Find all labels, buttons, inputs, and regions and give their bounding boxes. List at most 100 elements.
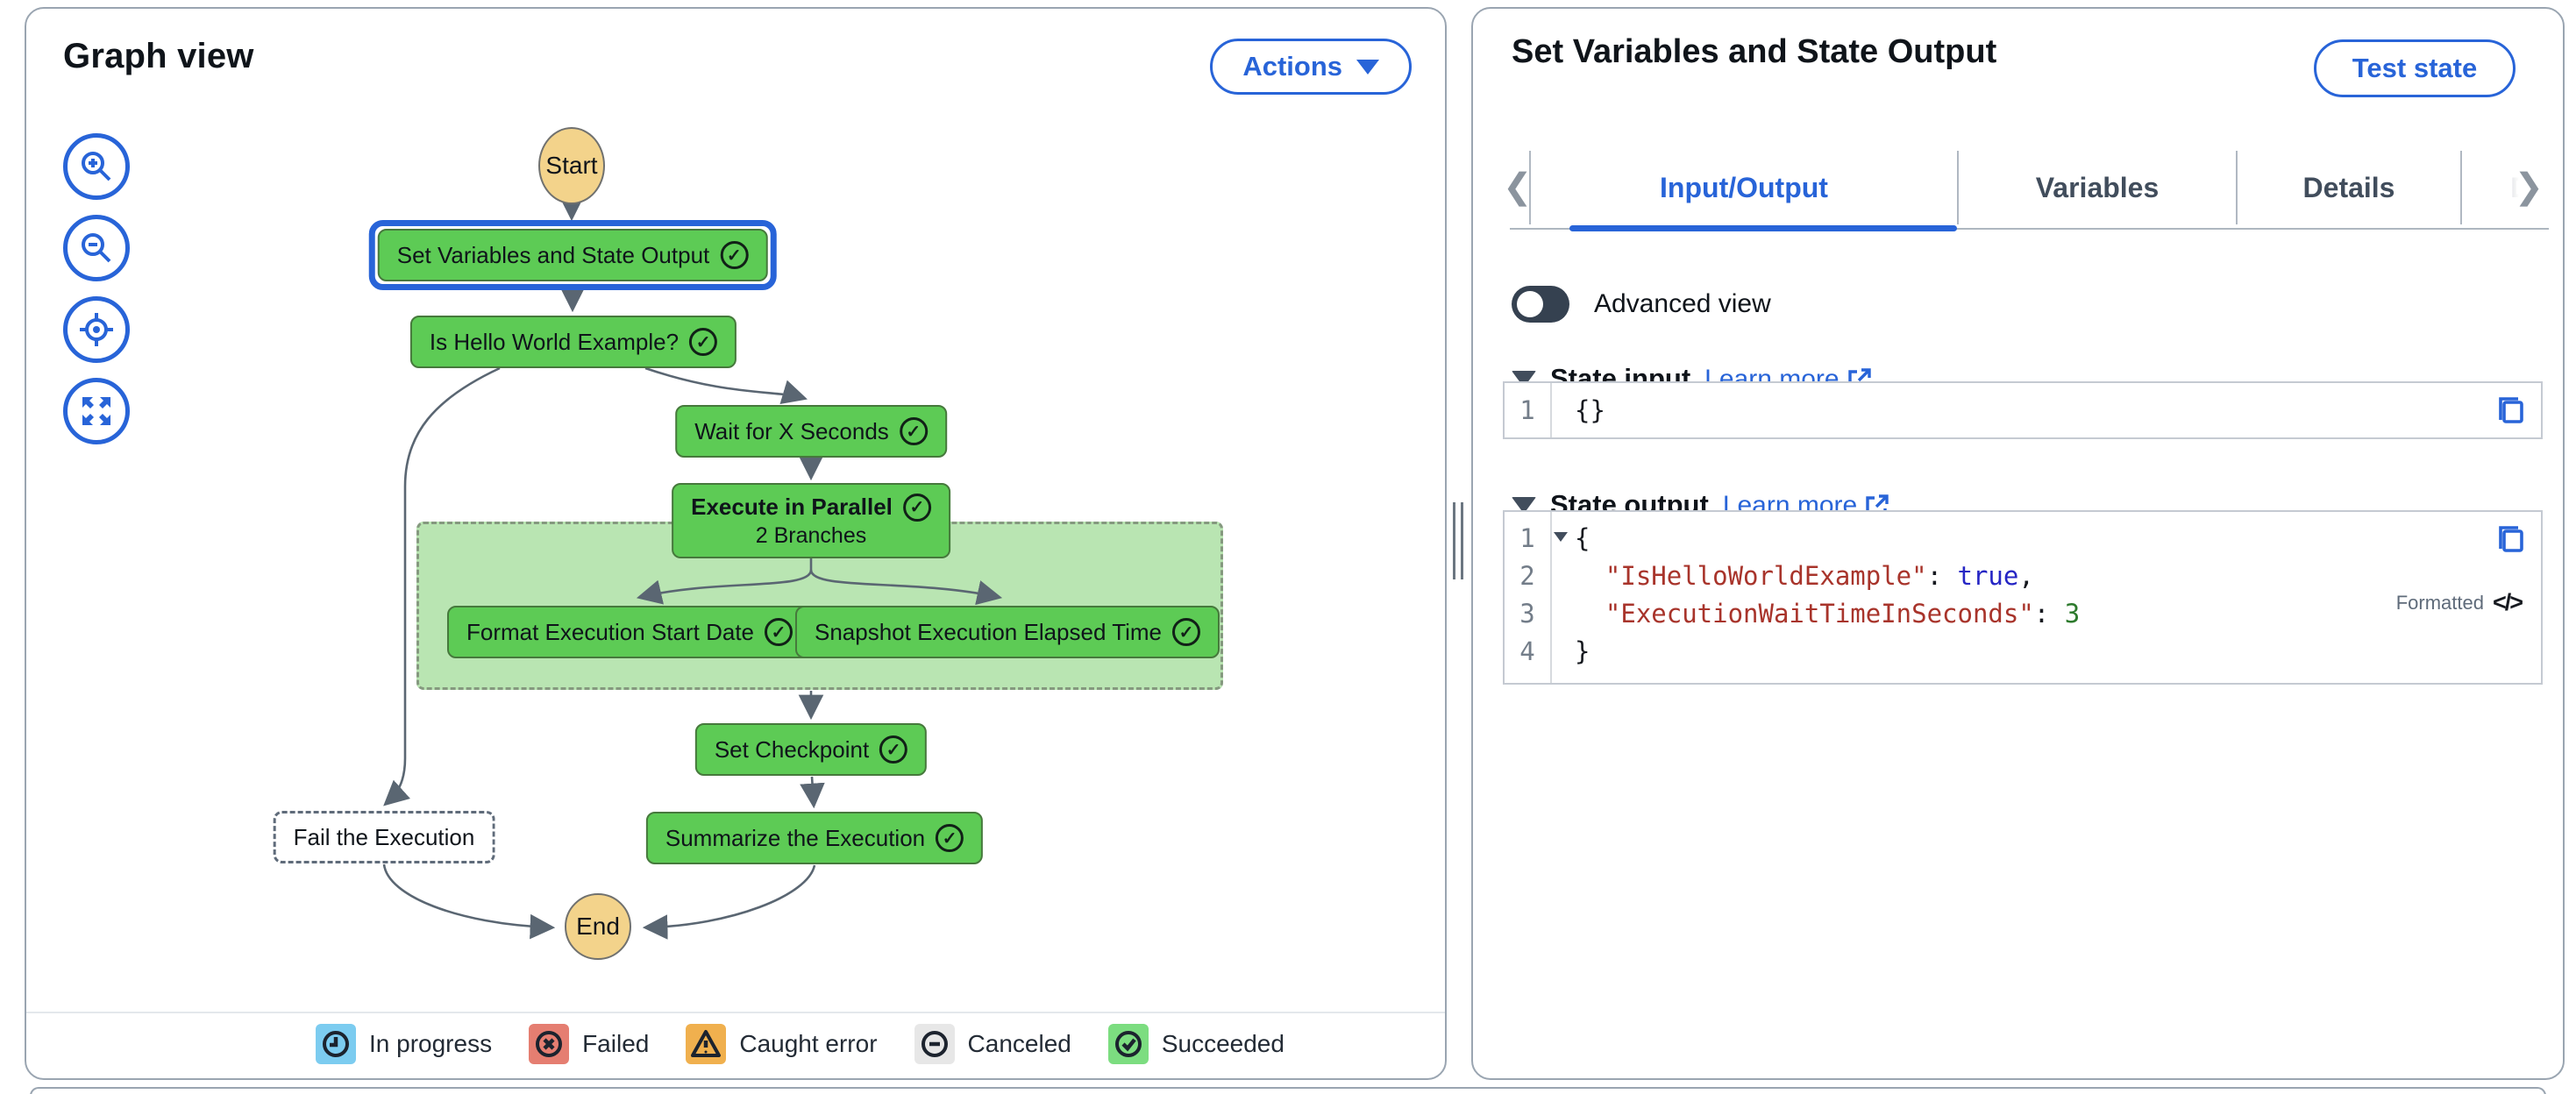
branch-count-label: 2 Branches bbox=[755, 522, 867, 548]
graph-edges bbox=[382, 195, 1003, 940]
node-snapshot-elapsed-time[interactable]: Snapshot Execution Elapsed Time ✓ bbox=[794, 606, 1220, 658]
node-set-checkpoint[interactable]: Set Checkpoint ✓ bbox=[694, 723, 928, 776]
tab-label: Variables bbox=[2035, 171, 2160, 203]
node-is-hello-world[interactable]: Is Hello World Example? ✓ bbox=[409, 316, 737, 368]
legend-failed: Failed bbox=[529, 1024, 649, 1064]
end-node-label: End bbox=[576, 913, 620, 940]
state-input-header: State input Learn more bbox=[1512, 363, 1873, 394]
format-control: Formatted </> bbox=[2395, 589, 2523, 616]
node-label: Set Checkpoint bbox=[714, 735, 870, 763]
legend-caught-error: Caught error bbox=[686, 1024, 878, 1064]
copy-icon[interactable] bbox=[2495, 522, 2527, 560]
fit-view-icon bbox=[82, 397, 110, 425]
node-fail-execution[interactable]: Fail the Execution bbox=[273, 811, 495, 863]
node-summarize-execution[interactable]: Summarize the Execution ✓ bbox=[645, 812, 984, 864]
tabs-overflow-fade bbox=[2461, 151, 2563, 226]
legend-succeeded: Succeeded bbox=[1107, 1024, 1284, 1064]
collapse-triangle-icon[interactable] bbox=[1512, 496, 1536, 514]
advanced-view-toggle[interactable] bbox=[1512, 286, 1569, 323]
line-number: 1 bbox=[1505, 520, 1568, 558]
minus-circle-icon bbox=[914, 1024, 955, 1064]
formatted-label: Formatted bbox=[2395, 591, 2484, 614]
advanced-view-row: Advanced view bbox=[1512, 286, 1771, 323]
actions-button-label: Actions bbox=[1242, 51, 1342, 82]
node-label: Summarize the Execution bbox=[665, 824, 926, 851]
test-state-button[interactable]: Test state bbox=[2314, 39, 2516, 97]
line-number-gutter: 1 2 3 4 bbox=[1505, 512, 1568, 683]
node-format-start-date[interactable]: Format Execution Start Date ✓ bbox=[446, 606, 813, 658]
fit-view-button[interactable] bbox=[63, 378, 130, 444]
end-node[interactable]: End bbox=[565, 893, 631, 960]
check-circle-icon: ✓ bbox=[689, 328, 718, 356]
node-label: Wait for X Seconds bbox=[694, 417, 889, 444]
clock-icon bbox=[316, 1024, 356, 1064]
legend-canceled: Canceled bbox=[914, 1024, 1071, 1064]
crosshair-icon bbox=[80, 313, 113, 346]
graph-view-title: Graph view bbox=[63, 37, 254, 75]
zoom-out-button[interactable] bbox=[63, 215, 130, 281]
node-execute-in-parallel[interactable]: Execute in Parallel ✓ 2 Branches bbox=[672, 483, 950, 558]
test-state-label: Test state bbox=[2352, 53, 2478, 83]
legend-label: In progress bbox=[369, 1030, 493, 1057]
tabs-baseline bbox=[1510, 228, 2549, 230]
tab-label: Input/Output bbox=[1660, 171, 1828, 203]
panel-resize-handle[interactable] bbox=[1461, 502, 1463, 579]
check-circle-icon: ✓ bbox=[879, 735, 908, 764]
tab-details[interactable]: Details bbox=[2236, 151, 2460, 224]
node-label: Format Execution Start Date bbox=[466, 618, 755, 645]
line-number: 3 bbox=[1519, 599, 1535, 629]
status-legend: In progress Failed Caught error bbox=[26, 1012, 1445, 1064]
legend-label: Canceled bbox=[967, 1030, 1071, 1057]
tab-input-output[interactable]: Input/Output bbox=[1529, 151, 1957, 224]
check-circle-icon bbox=[1107, 1024, 1149, 1064]
line-number-gutter: 1 bbox=[1505, 383, 1552, 437]
node-label: Execute in Parallel bbox=[691, 494, 893, 520]
legend-label: Succeeded bbox=[1161, 1030, 1284, 1057]
zoom-out-icon bbox=[82, 233, 111, 263]
node-wait[interactable]: Wait for X Seconds ✓ bbox=[675, 405, 947, 458]
selected-node-set-variables[interactable]: Set Variables and State Output ✓ bbox=[368, 220, 777, 290]
tab-label: Details bbox=[2302, 171, 2395, 203]
chevron-left-icon[interactable]: ❮ bbox=[1503, 167, 1533, 206]
advanced-view-label: Advanced view bbox=[1594, 289, 1771, 318]
line-number: 1 bbox=[1519, 395, 1535, 425]
workflow-graph: Start Set Variables and State Output ✓ I… bbox=[26, 9, 1445, 1078]
node-label: Snapshot Execution Elapsed Time bbox=[814, 618, 1163, 645]
tab-variables[interactable]: Variables bbox=[1957, 151, 2236, 224]
node-set-variables[interactable]: Set Variables and State Output ✓ bbox=[377, 229, 768, 281]
center-graph-button[interactable] bbox=[63, 296, 130, 363]
chevron-right-icon[interactable]: ❯ bbox=[2514, 167, 2544, 206]
active-tab-underline bbox=[1569, 225, 1957, 231]
state-output-code: { "IsHelloWorldExample": true, "Executio… bbox=[1575, 523, 2081, 666]
zoom-in-icon bbox=[82, 152, 111, 181]
x-circle-icon bbox=[529, 1024, 570, 1064]
start-node-label: Start bbox=[545, 152, 598, 179]
zoom-in-button[interactable] bbox=[63, 133, 130, 200]
state-input-editor: 1 {} bbox=[1503, 381, 2543, 439]
chevron-down-icon bbox=[1356, 59, 1379, 75]
check-circle-icon: ✓ bbox=[720, 241, 749, 269]
fold-caret-icon[interactable] bbox=[1554, 532, 1568, 542]
next-panel-top-edge bbox=[30, 1087, 2546, 1094]
code-toggle-icon[interactable]: </> bbox=[2492, 589, 2523, 615]
legend-label: Caught error bbox=[739, 1030, 878, 1057]
node-label: Is Hello World Example? bbox=[429, 328, 680, 355]
actions-button[interactable]: Actions bbox=[1210, 39, 1412, 95]
state-details-title: Set Variables and State Output bbox=[1512, 33, 1997, 70]
warning-triangle-icon bbox=[686, 1024, 727, 1064]
legend-in-progress: In progress bbox=[316, 1024, 492, 1064]
tabs: ❮ Input/Output Variables Details Definit… bbox=[1473, 151, 2563, 231]
copy-icon[interactable] bbox=[2495, 394, 2527, 431]
check-circle-icon: ✓ bbox=[1172, 618, 1201, 646]
state-input-code: {} bbox=[1575, 395, 1605, 425]
check-circle-icon: ✓ bbox=[765, 618, 793, 646]
check-circle-icon: ✓ bbox=[899, 417, 928, 445]
start-node[interactable]: Start bbox=[538, 127, 605, 204]
line-number: 2 bbox=[1519, 561, 1535, 591]
line-number: 4 bbox=[1519, 636, 1535, 666]
state-details-panel: Set Variables and State Output Test stat… bbox=[1471, 7, 2565, 1080]
panel-resize-handle[interactable] bbox=[1453, 502, 1455, 579]
check-circle-icon: ✓ bbox=[902, 493, 931, 522]
legend-label: Failed bbox=[582, 1030, 650, 1057]
